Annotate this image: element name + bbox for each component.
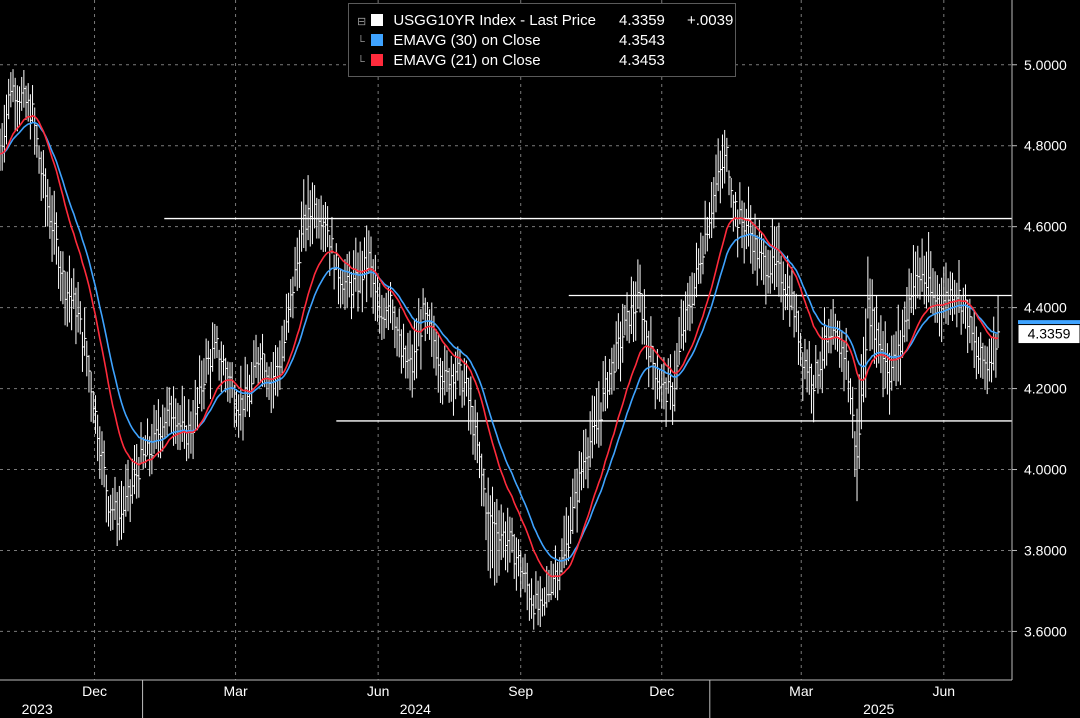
legend-value: 4.3359	[619, 12, 665, 29]
tick-labels: 5.0000 4.8000 4.6000 4.4000 4.2000 4.0000 3.80…	[22, 57, 1067, 717]
horizontal-lines	[164, 217, 1012, 422]
y-tick-label: 4.6000	[1024, 219, 1067, 235]
legend-swatch	[371, 54, 384, 66]
y-tick-label: 5.0000	[1024, 57, 1067, 73]
legend-label: EMAVG (30) on Close	[393, 32, 541, 49]
legend-swatch	[371, 14, 384, 26]
y-tick-label: 4.8000	[1024, 138, 1067, 154]
ema-line	[0, 114, 999, 578]
x-tick-label: Sep	[508, 683, 533, 699]
legend: ⊟ USGG10YR Index - Last Price 4.3359 +.0…	[348, 3, 736, 77]
legend-value: 4.3453	[619, 52, 665, 69]
legend-change: +.0039	[687, 12, 734, 29]
last-price-badge	[1017, 324, 1080, 345]
legend-label: USGG10YR Index - Last Price	[393, 12, 596, 29]
legend-swatch	[371, 34, 384, 46]
legend-row-ema30: └ EMAVG (30) on Close 4.3543	[357, 31, 665, 51]
tree-connector-icon: └	[357, 56, 365, 68]
year-label: 2023	[22, 701, 53, 717]
y-tick-label: 4.2000	[1024, 381, 1067, 397]
legend-row-ema21: └ EMAVG (21) on Close 4.3453	[357, 51, 665, 71]
last-price-label: 4.3359	[1028, 326, 1071, 342]
tree-connector-icon: └	[357, 36, 365, 48]
x-tick-label: Dec	[82, 683, 107, 699]
legend-value: 4.3543	[619, 32, 665, 49]
year-label: 2025	[863, 701, 894, 717]
x-tick-label: Mar	[789, 683, 813, 699]
y-tick-label: 3.8000	[1024, 542, 1067, 558]
ema-line	[0, 121, 999, 562]
grid	[0, 0, 1012, 680]
y-tick-label: 4.4000	[1024, 300, 1067, 316]
legend-label: EMAVG (21) on Close	[393, 52, 541, 69]
x-tick-label: Jun	[933, 683, 956, 699]
legend-row-price: ⊟ USGG10YR Index - Last Price 4.3359 +.0…	[357, 11, 733, 31]
y-tick-label: 4.0000	[1024, 462, 1067, 478]
year-label: 2024	[400, 701, 431, 717]
x-tick-label: Mar	[224, 683, 248, 699]
collapse-icon[interactable]: ⊟	[357, 16, 367, 28]
ema-lines	[0, 114, 999, 578]
x-tick-label: Dec	[649, 683, 674, 699]
axes	[0, 0, 1013, 718]
last-value-labels: 4.3359	[1017, 320, 1080, 345]
y-tick-label: 3.6000	[1024, 623, 1067, 639]
x-tick-label: Jun	[367, 683, 390, 699]
